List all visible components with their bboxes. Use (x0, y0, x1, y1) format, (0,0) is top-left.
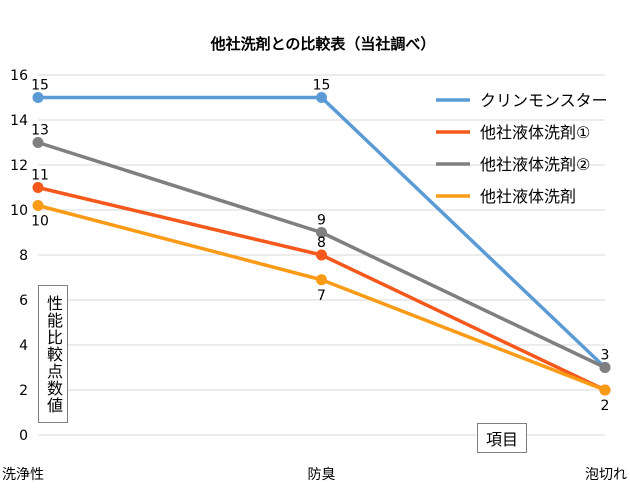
x-axis-label: 項目 (485, 430, 518, 449)
data-label: 13 (31, 123, 49, 139)
series-points (32, 92, 611, 396)
x-tick-label: 泡切れ (585, 467, 627, 483)
legend-label: 他社液体洗剤① (480, 123, 590, 142)
data-label: 9 (317, 213, 326, 229)
y-tick-label: 6 (19, 293, 28, 309)
data-point (32, 182, 44, 193)
data-labels: 15 15 13 11 10 9 8 7 3 2 (31, 78, 609, 415)
y-tick-label: 4 (19, 338, 28, 354)
data-label: 10 (31, 214, 49, 230)
data-label: 15 (313, 78, 331, 94)
x-tick-label: 洗浄性 (2, 467, 44, 483)
data-label: 11 (31, 168, 49, 184)
data-label: 3 (601, 348, 610, 364)
x-tick-label: 防臭 (308, 467, 336, 483)
data-point (599, 362, 611, 373)
y-tick-label: 12 (10, 158, 28, 174)
data-point (316, 249, 327, 261)
y-tick-label: 2 (19, 383, 28, 399)
y-axis-label-box: 性能比較点数値 (38, 285, 68, 423)
data-label: 2 (601, 398, 610, 414)
x-axis-ticks: 洗浄性 防臭 泡切れ (2, 467, 627, 483)
data-label: 8 (317, 235, 326, 251)
y-axis-label: 性能比較点数値 (44, 294, 63, 414)
y-tick-label: 14 (10, 113, 28, 129)
y-tick-label: 16 (10, 68, 28, 84)
legend-label: クリンモンスター (480, 91, 608, 110)
data-label: 7 (317, 288, 326, 304)
legend-label: 他社液体洗剤 (480, 187, 576, 206)
x-axis-label-box: 項目 (477, 423, 527, 453)
data-point (32, 137, 44, 148)
data-point (599, 384, 611, 396)
y-tick-label: 8 (19, 248, 28, 264)
data-point (32, 92, 44, 103)
y-tick-label: 0 (19, 428, 28, 444)
y-tick-label: 10 (10, 203, 28, 219)
y-axis-ticks: 0 2 4 6 8 10 12 14 16 (10, 68, 28, 444)
data-point (316, 274, 327, 286)
data-point (32, 200, 44, 211)
data-point (316, 92, 327, 103)
chart-title: 他社洗剤との比較表（当社調べ） (210, 35, 436, 53)
data-label: 15 (31, 78, 49, 94)
data-point (316, 227, 327, 238)
legend-label: 他社液体洗剤② (480, 155, 590, 174)
